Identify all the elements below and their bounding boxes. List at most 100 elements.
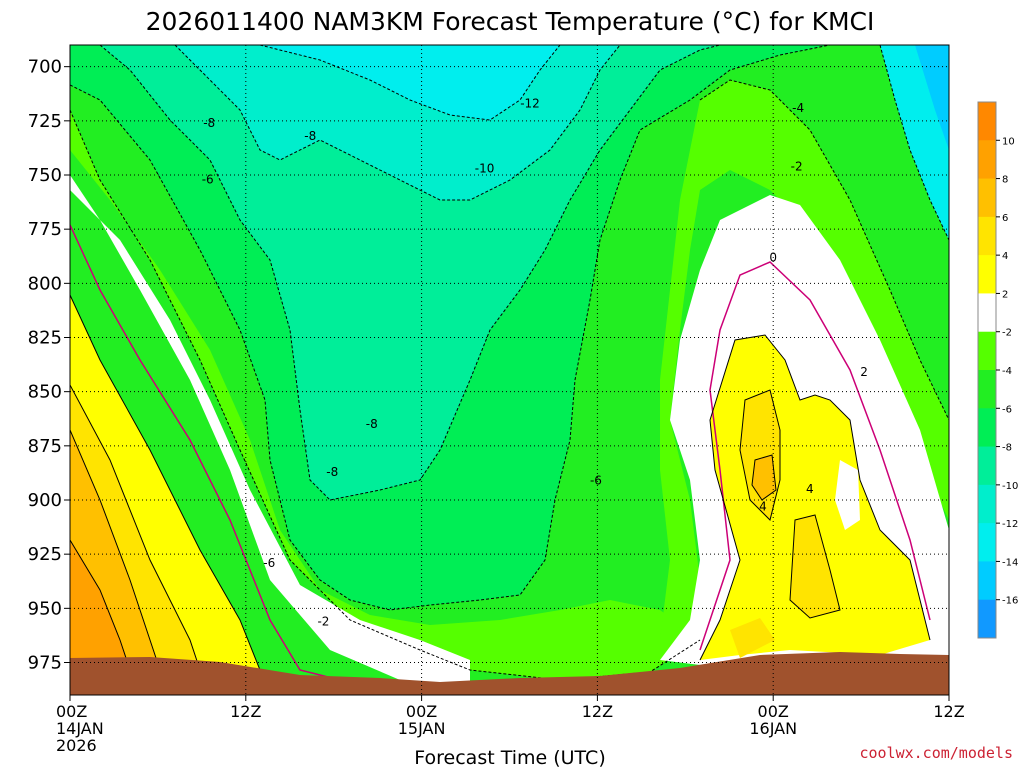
plot-frame bbox=[69, 44, 950, 696]
contour-label: 4 bbox=[759, 500, 767, 514]
zero-isotherm-left bbox=[70, 224, 341, 681]
colorbar-tick-label: 2 bbox=[1002, 289, 1008, 300]
x-tick-label: 12Z bbox=[230, 702, 261, 721]
contour-6-right bbox=[751, 454, 777, 501]
x-tick-label: 00Z bbox=[56, 702, 87, 721]
colorbar-swatch bbox=[978, 216, 996, 256]
contour-label: -8 bbox=[366, 417, 378, 431]
colorbar-swatch bbox=[978, 178, 996, 218]
y-tick-label: 750 bbox=[28, 165, 62, 186]
band-4-to-6-right-c bbox=[730, 618, 775, 658]
x-tick-label: 00Z bbox=[406, 702, 437, 721]
y-tick-label: 950 bbox=[28, 598, 62, 619]
colorbar-swatch bbox=[978, 523, 996, 562]
contour-label: -12 bbox=[520, 97, 540, 111]
colorbar-swatch bbox=[978, 331, 996, 371]
x-tick-label: 12Z bbox=[933, 702, 964, 721]
contour-minus-8 bbox=[174, 45, 621, 201]
colorbar-tick-label: -12 bbox=[1002, 519, 1018, 530]
colorbar-tick-label: -10 bbox=[1002, 481, 1018, 492]
colorbar-swatch bbox=[978, 484, 996, 524]
colorbar-swatch bbox=[978, 446, 996, 486]
contour-label: -10 bbox=[475, 162, 495, 176]
contour-label: -6 bbox=[263, 556, 275, 570]
y-axis: 700 725 750 775 800 825 850 875 900 925 950 975 bbox=[28, 57, 70, 674]
y-tick-label: 775 bbox=[28, 219, 62, 240]
colorbar-swatch bbox=[978, 408, 996, 448]
x-tick-label: 14JAN bbox=[56, 719, 104, 738]
y-tick-label: 875 bbox=[28, 436, 62, 457]
contour-label: -8 bbox=[326, 465, 338, 479]
band-2-to-4-hole-a bbox=[835, 460, 860, 530]
y-tick-label: 825 bbox=[28, 328, 62, 349]
contour-4-right-a bbox=[739, 389, 781, 521]
contour-2-right bbox=[699, 334, 931, 661]
chart-title: 2026011400 NAM3KM Forecast Temperature (… bbox=[146, 7, 875, 36]
contour-label: -4 bbox=[792, 101, 804, 115]
band-8-to-10-left bbox=[70, 540, 130, 670]
temperature-field bbox=[70, 45, 949, 695]
colorbar-swatch bbox=[978, 370, 996, 409]
contour-4-left bbox=[70, 384, 201, 671]
colorbar-tick-label: -14 bbox=[1002, 557, 1018, 568]
contour-minus-6 bbox=[99, 45, 721, 501]
colorbar-swatch bbox=[978, 140, 996, 180]
zero-isotherm-right bbox=[699, 261, 931, 651]
contour-label: -8 bbox=[203, 116, 215, 130]
contour-minus-8-right bbox=[879, 45, 949, 241]
contour-label: 4 bbox=[806, 482, 814, 496]
band-minus-12-to-minus-14 bbox=[260, 45, 560, 120]
x-tick-label: 00Z bbox=[758, 702, 789, 721]
colorbar-swatch bbox=[978, 293, 996, 333]
x-tick-label: 12Z bbox=[582, 702, 613, 721]
y-tick-label: 925 bbox=[28, 544, 62, 565]
y-tick-label: 725 bbox=[28, 111, 62, 132]
contour-label: 2 bbox=[860, 365, 868, 379]
colorbar: 10 8 6 4 2 -2 -4 -6 -8 -10 -12 -14 -16 bbox=[977, 101, 1018, 639]
contour-labels: -12 -8 -8 -6 -10 -4 -2 0 2 -8 -8 -6 -6 -2 4 4 bbox=[202, 97, 868, 629]
contour-label: -6 bbox=[590, 474, 602, 488]
contour-label: -2 bbox=[791, 159, 803, 173]
band-4-to-6-right-b bbox=[790, 515, 840, 618]
band-minus-14-right bbox=[915, 45, 949, 150]
colorbar-tick-label: -2 bbox=[1002, 328, 1012, 339]
contour-label: -6 bbox=[202, 172, 214, 186]
contour-label: -2 bbox=[317, 614, 329, 628]
y-tick-label: 900 bbox=[28, 490, 62, 511]
grid bbox=[69, 45, 950, 695]
colorbar-swatch bbox=[978, 599, 996, 639]
colorbar-tick-label: -4 bbox=[1002, 366, 1012, 377]
x-tick-label: 16JAN bbox=[749, 719, 797, 738]
y-tick-label: 700 bbox=[28, 57, 62, 78]
y-tick-label: 975 bbox=[28, 653, 62, 674]
contour-minus-4 bbox=[70, 45, 831, 611]
terrain bbox=[70, 652, 949, 695]
colorbar-tick-label: -8 bbox=[1002, 443, 1012, 454]
band-6-to-8-right bbox=[752, 455, 776, 500]
colorbar-tick-label: 8 bbox=[1002, 175, 1008, 186]
colorbar-swatch bbox=[978, 561, 996, 601]
x-tick-label: 15JAN bbox=[398, 719, 446, 738]
y-tick-label: 800 bbox=[28, 273, 62, 294]
credit-text: coolwx.com/models bbox=[859, 744, 1013, 762]
contour-label: -8 bbox=[304, 129, 316, 143]
colorbar-tick-label: 4 bbox=[1002, 251, 1008, 262]
colorbar-tick-label: 6 bbox=[1002, 213, 1008, 224]
band-minus-2-right bbox=[660, 80, 949, 640]
contour-8-left bbox=[70, 539, 131, 671]
x-axis-label: Forecast Time (UTC) bbox=[414, 747, 605, 768]
contour-label: 0 bbox=[769, 250, 777, 264]
band-minus-8-to-minus-10 bbox=[100, 45, 720, 500]
y-tick-label: 850 bbox=[28, 382, 62, 403]
colorbar-tick-label: -6 bbox=[1002, 404, 1012, 415]
x-tick-label: 2026 bbox=[56, 736, 97, 755]
contour-minus-2-right bbox=[699, 79, 949, 421]
band-minus-2-left bbox=[70, 110, 700, 680]
contour-6-left bbox=[70, 429, 161, 671]
colorbar-swatch bbox=[978, 102, 996, 141]
zero-isotherm bbox=[70, 224, 931, 681]
contour-4-right-b bbox=[789, 514, 841, 619]
colorbar-tick-label: 10 bbox=[1002, 136, 1015, 147]
colorbar-tick-label: -16 bbox=[1002, 596, 1018, 607]
